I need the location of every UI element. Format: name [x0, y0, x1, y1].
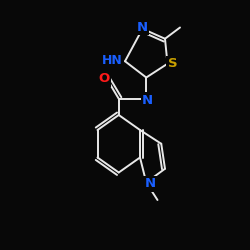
Text: S: S: [168, 57, 177, 70]
Text: N: N: [142, 94, 153, 106]
Text: O: O: [98, 72, 109, 85]
Text: HN: HN: [102, 54, 122, 66]
Text: N: N: [144, 177, 156, 190]
Text: N: N: [137, 21, 148, 34]
